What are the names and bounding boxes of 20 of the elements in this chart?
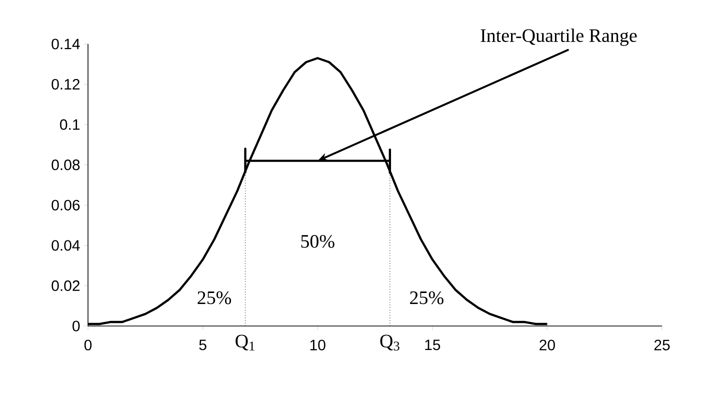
x-tick-label: 15 <box>425 340 440 350</box>
y-tick-label: 0.08 <box>52 160 80 170</box>
y-tick-label: 0.02 <box>52 280 80 292</box>
x-tick-label: 25 <box>654 340 670 350</box>
y-tick-label: 0.06 <box>52 200 80 210</box>
y-tick-label: 0 <box>72 320 80 332</box>
x-tick-label: 5 <box>199 340 206 350</box>
annotation: 25% <box>198 291 232 304</box>
y-tick-label: 0.1 <box>60 119 80 130</box>
y-tick-label: 0.14 <box>52 38 80 50</box>
annotation: Q$_{1}$ <box>236 334 254 350</box>
annotation: Inter-Quartile Range <box>480 28 637 46</box>
annotation: 50% <box>301 234 334 248</box>
x-tick-label: 20 <box>540 340 555 350</box>
annotation: Q$_{3}$ <box>380 334 400 351</box>
y-tick-label: 0.04 <box>52 240 80 251</box>
y-tick-label: 0.12 <box>52 78 80 90</box>
x-tick-label: 0 <box>84 340 92 350</box>
annotation: 25% <box>410 291 444 304</box>
x-tick-label: 10 <box>310 340 326 350</box>
